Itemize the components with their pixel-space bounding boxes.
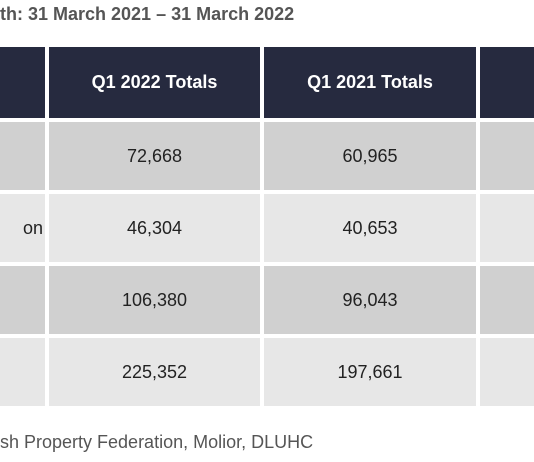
cell-q1-2022: 225,352: [49, 338, 260, 406]
header-cell-label: [0, 47, 45, 118]
table-title: th: 31 March 2021 – 31 March 2022: [0, 4, 295, 24]
cell-q1-2021: 60,965: [264, 122, 476, 190]
data-table: Q1 2022 Totals Q1 2021 Totals 72,668 60,…: [0, 47, 534, 406]
cell-extra: [480, 266, 534, 334]
cell-q1-2021: 96,043: [264, 266, 476, 334]
cell-q1-2021: 197,661: [264, 338, 476, 406]
cell-extra: [480, 122, 534, 190]
cell-extra: [480, 194, 534, 262]
cell-q1-2022: 106,380: [49, 266, 260, 334]
header-cell-extra: [480, 47, 534, 118]
cell-q1-2022: 72,668: [49, 122, 260, 190]
cell-extra: [480, 338, 534, 406]
cell-q1-2021: 40,653: [264, 194, 476, 262]
table-header-row: Q1 2022 Totals Q1 2021 Totals: [0, 47, 534, 118]
header-cell-q1-2022: Q1 2022 Totals: [49, 47, 260, 118]
header-cell-q1-2021: Q1 2021 Totals: [264, 47, 476, 118]
table-row: on 46,304 40,653: [0, 194, 534, 262]
cell-q1-2022: 46,304: [49, 194, 260, 262]
table-row: 72,668 60,965: [0, 122, 534, 190]
source-note: sh Property Federation, Molior, DLUHC: [0, 432, 314, 452]
row-label: [0, 338, 45, 406]
row-label: on: [0, 194, 45, 262]
table-row: 106,380 96,043: [0, 266, 534, 334]
table-row: 225,352 197,661: [0, 338, 534, 406]
row-label: [0, 122, 45, 190]
row-label: [0, 266, 45, 334]
